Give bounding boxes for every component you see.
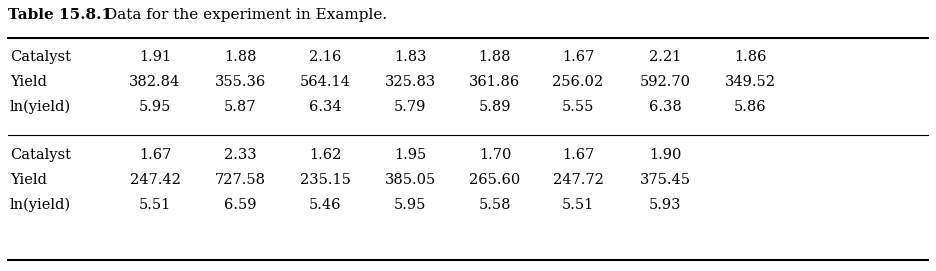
Text: 382.84: 382.84 <box>129 75 181 89</box>
Text: 1.95: 1.95 <box>394 148 426 162</box>
Text: 727.58: 727.58 <box>214 173 266 187</box>
Text: 385.05: 385.05 <box>385 173 435 187</box>
Text: 1.67: 1.67 <box>139 148 171 162</box>
Text: 2.16: 2.16 <box>309 50 342 64</box>
Text: 1.70: 1.70 <box>479 148 511 162</box>
Text: 6.59: 6.59 <box>224 198 256 212</box>
Text: 5.46: 5.46 <box>309 198 342 212</box>
Text: 375.45: 375.45 <box>639 173 691 187</box>
Text: 2.33: 2.33 <box>224 148 256 162</box>
Text: 592.70: 592.70 <box>639 75 691 89</box>
Text: ln(yield): ln(yield) <box>10 100 71 114</box>
Text: 5.55: 5.55 <box>562 100 594 114</box>
Text: 5.86: 5.86 <box>734 100 767 114</box>
Text: 235.15: 235.15 <box>300 173 350 187</box>
Text: 6.34: 6.34 <box>309 100 342 114</box>
Text: 1.90: 1.90 <box>649 148 681 162</box>
Text: Catalyst: Catalyst <box>10 50 71 64</box>
Text: Table 15.8.1: Table 15.8.1 <box>8 8 112 22</box>
Text: 1.62: 1.62 <box>309 148 342 162</box>
Text: Yield: Yield <box>10 173 47 187</box>
Text: 1.88: 1.88 <box>224 50 256 64</box>
Text: 1.67: 1.67 <box>562 148 594 162</box>
Text: Yield: Yield <box>10 75 47 89</box>
Text: 5.79: 5.79 <box>394 100 426 114</box>
Text: 5.58: 5.58 <box>478 198 511 212</box>
Text: 265.60: 265.60 <box>469 173 520 187</box>
Text: 349.52: 349.52 <box>724 75 776 89</box>
Text: 5.87: 5.87 <box>224 100 256 114</box>
Text: 1.83: 1.83 <box>394 50 426 64</box>
Text: 247.72: 247.72 <box>552 173 604 187</box>
Text: 5.89: 5.89 <box>478 100 511 114</box>
Text: 1.67: 1.67 <box>562 50 594 64</box>
Text: 355.36: 355.36 <box>214 75 266 89</box>
Text: 5.93: 5.93 <box>649 198 681 212</box>
Text: Data for the experiment in Example.: Data for the experiment in Example. <box>105 8 388 22</box>
Text: 5.95: 5.95 <box>139 100 171 114</box>
Text: 361.86: 361.86 <box>469 75 520 89</box>
Text: 256.02: 256.02 <box>552 75 604 89</box>
Text: 1.91: 1.91 <box>139 50 171 64</box>
Text: 325.83: 325.83 <box>385 75 435 89</box>
Text: 247.42: 247.42 <box>129 173 181 187</box>
Text: Catalyst: Catalyst <box>10 148 71 162</box>
Text: 5.51: 5.51 <box>562 198 594 212</box>
Text: 1.88: 1.88 <box>478 50 511 64</box>
Text: 6.38: 6.38 <box>649 100 681 114</box>
Text: 1.86: 1.86 <box>734 50 767 64</box>
Text: 5.95: 5.95 <box>394 198 426 212</box>
Text: 2.21: 2.21 <box>649 50 681 64</box>
Text: ln(yield): ln(yield) <box>10 198 71 212</box>
Text: 5.51: 5.51 <box>139 198 171 212</box>
Text: 564.14: 564.14 <box>300 75 350 89</box>
